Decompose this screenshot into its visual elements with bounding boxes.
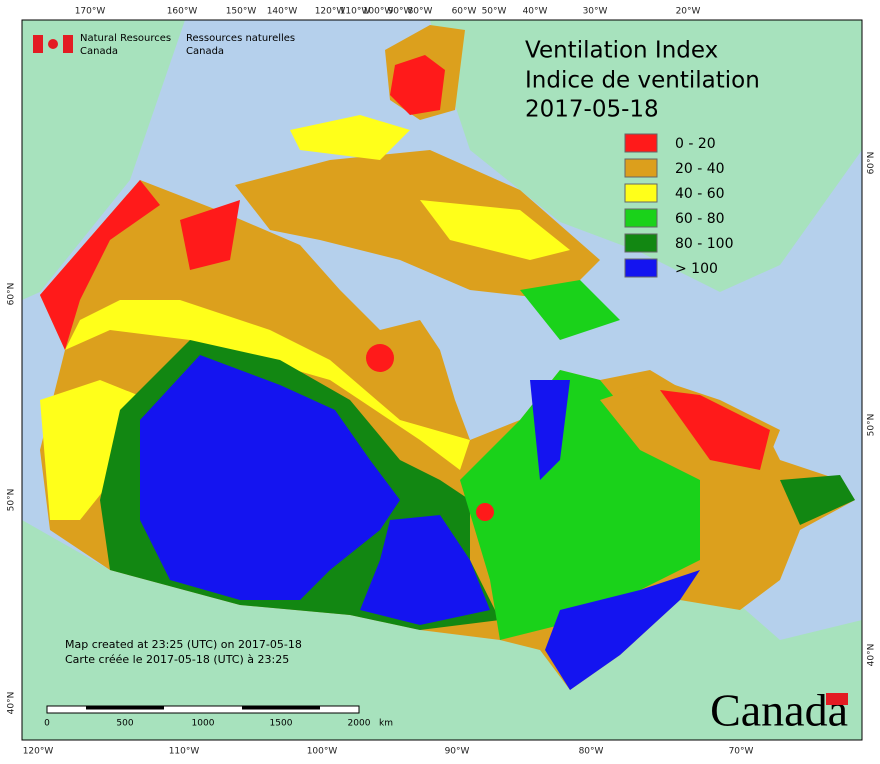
legend-label: 40 - 60 — [675, 186, 725, 202]
map-frame — [21, 19, 863, 741]
lat-label: 50°N — [7, 489, 17, 512]
agency-en: Canada — [80, 46, 118, 57]
zone-red — [476, 503, 494, 521]
flag-bar — [63, 35, 73, 53]
zone-red — [40, 180, 160, 350]
legend-swatch — [624, 133, 658, 153]
lon-label: 100°W — [363, 7, 394, 17]
lon-label: 100°W — [307, 747, 338, 757]
created-en: Map created at 23:25 (UTC) on 2017-05-18 — [65, 638, 302, 651]
lon-label: 80°W — [579, 747, 604, 757]
wordmark-flag — [826, 693, 848, 705]
island-red — [390, 55, 445, 115]
legend-label: 0 - 20 — [675, 136, 716, 152]
agency-en: Natural Resources — [80, 33, 171, 44]
lon-label: 60°W — [452, 7, 477, 17]
lon-label: 20°W — [676, 7, 701, 17]
scale-label: 1000 — [192, 719, 215, 729]
zone-blue — [360, 515, 490, 625]
legend-label: 60 - 80 — [675, 211, 725, 227]
lat-label: 40°N — [7, 692, 17, 715]
scale-segment — [125, 706, 164, 710]
zone-red — [660, 390, 770, 470]
lon-label: 170°W — [75, 7, 106, 17]
scale-segment — [242, 706, 281, 710]
lat-label: 40°N — [867, 644, 877, 667]
scale-label: 0 — [44, 719, 50, 729]
lon-label: 40°W — [523, 7, 548, 17]
agency-fr: Canada — [186, 46, 224, 57]
legend: 0 - 20 20 - 40 40 - 60 60 - 80 80 - 100 > 100 — [624, 133, 734, 278]
scale-bar: 0 500 1000 1500 2000 km — [44, 705, 393, 729]
agency-fr: Ressources naturelles — [186, 33, 295, 44]
flag-bar — [33, 35, 43, 53]
legend-label: > 100 — [675, 261, 718, 277]
greenland — [430, 20, 862, 292]
scale-outline — [46, 705, 360, 714]
scale-segment — [86, 706, 125, 710]
lon-label: 120°W — [23, 747, 54, 757]
legend-swatch — [624, 233, 658, 253]
arctic-islands — [235, 150, 600, 300]
agency-signature: Natural Resources Canada Ressources natu… — [33, 33, 295, 57]
lon-label: 90°W — [388, 7, 413, 17]
scale-segment — [281, 706, 320, 710]
lon-label: 50°W — [482, 7, 507, 17]
legend-label: 80 - 100 — [675, 236, 734, 252]
lat-label: 60°N — [867, 152, 877, 175]
scale-label: 500 — [116, 719, 133, 729]
zone-green — [520, 280, 620, 340]
zone-blue — [545, 570, 700, 690]
scale-unit: km — [379, 719, 393, 729]
flag-leaf — [48, 39, 58, 49]
scale-label: 1500 — [270, 719, 293, 729]
graticule-labels: 170°W 160°W 150°W 140°W 120°W110°W100°W90°W8… — [7, 7, 877, 757]
legend-swatch — [624, 183, 658, 203]
lon-label: 140°W — [267, 7, 298, 17]
title: Indice de ventilation — [525, 68, 760, 94]
lat-label: 50°N — [867, 414, 877, 437]
title: Ventilation Index — [525, 38, 718, 64]
zone-yellow — [420, 200, 570, 260]
scale-label: 2000 — [348, 719, 371, 729]
alaska — [22, 20, 185, 300]
lat-label: 60°N — [7, 283, 17, 306]
created-fr: Carte créée le 2017-05-18 (UTC) à 23:25 — [65, 653, 289, 666]
lon-label: 120°W — [315, 7, 346, 17]
lon-label: 80°W — [408, 7, 433, 17]
lon-label: 160°W — [167, 7, 198, 17]
lon-label: 110°W — [169, 747, 200, 757]
lon-label: 90°W — [445, 747, 470, 757]
lon-label: 150°W — [226, 7, 257, 17]
zone-yellow — [65, 300, 470, 470]
map — [22, 20, 862, 740]
zone-red — [366, 344, 394, 372]
legend-swatch — [624, 208, 658, 228]
zone-red — [180, 200, 240, 270]
zone-blue — [140, 355, 400, 600]
arctic-islands — [290, 115, 410, 160]
date: 2017-05-18 — [525, 97, 659, 123]
lon-label: 110°W — [340, 7, 371, 17]
legend-label: 20 - 40 — [675, 161, 725, 177]
zone-dark-green — [780, 475, 855, 525]
lon-label: 30°W — [583, 7, 608, 17]
united-states — [22, 520, 862, 740]
legend-swatch — [624, 158, 658, 178]
legend-swatch — [624, 258, 658, 278]
lon-label: 70°W — [729, 747, 754, 757]
zone-blue — [530, 380, 570, 480]
wordmark: Canada — [710, 685, 848, 736]
